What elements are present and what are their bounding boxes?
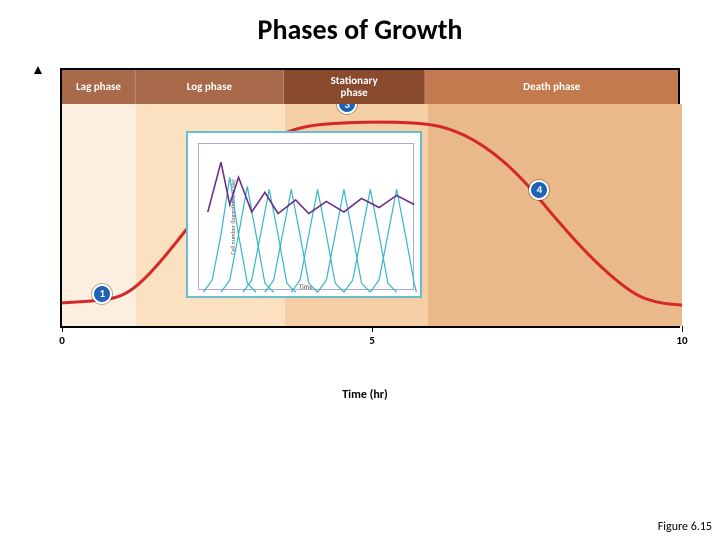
inset-plot-area: Cell number (logarithmic scale)Time xyxy=(198,143,414,290)
page-title: Phases of Growth xyxy=(0,0,720,47)
x-tick-label: 0 xyxy=(59,334,65,347)
growth-chart: Log of number of bacteria Time (hr) Lag … xyxy=(40,68,690,368)
phase-header: Stationaryphase xyxy=(284,70,426,104)
phase-header: Log phase xyxy=(136,70,284,104)
phase-header: Lag phase xyxy=(62,70,136,104)
phase-marker: 4 xyxy=(529,180,549,200)
x-tick-label: 10 xyxy=(676,334,687,347)
plot-area: Lag phaseLog phaseStationaryphaseDeath p… xyxy=(60,68,680,328)
inset-chart: Cell number (logarithmic scale)Time xyxy=(186,131,422,298)
inset-lines xyxy=(199,144,419,295)
yaxis-arrow-icon xyxy=(34,66,42,74)
x-axis-label: Time (hr) xyxy=(342,388,388,402)
x-tick-label: 5 xyxy=(369,334,375,347)
phase-header-row: Lag phaseLog phaseStationaryphaseDeath p… xyxy=(62,70,678,104)
phase-header: Death phase xyxy=(425,70,678,104)
x-tick xyxy=(682,326,683,332)
phase-marker: 1 xyxy=(92,284,112,304)
figure-caption: Figure 6.15 xyxy=(658,520,712,534)
